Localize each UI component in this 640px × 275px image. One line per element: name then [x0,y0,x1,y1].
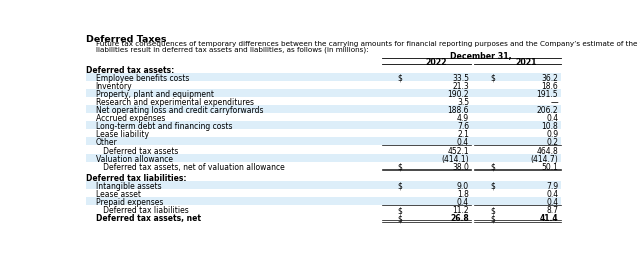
Text: Inventory: Inventory [95,82,132,91]
Text: 26.8: 26.8 [451,214,469,223]
Text: 452.1: 452.1 [447,147,469,156]
Text: (414.7): (414.7) [531,155,558,164]
Text: Deferred tax assets, net of valuation allowance: Deferred tax assets, net of valuation al… [95,163,284,172]
Text: 188.6: 188.6 [447,106,469,115]
Bar [86,197,561,205]
Text: 0.4: 0.4 [546,198,558,207]
Text: $: $ [397,163,403,172]
Bar [86,105,561,113]
Text: liabilities result in deferred tax assets and liabilities, as follows (in millio: liabilities result in deferred tax asset… [95,46,368,53]
Text: 206.2: 206.2 [536,106,558,115]
Text: 8.7: 8.7 [546,206,558,215]
Text: Deferred tax liabilities:: Deferred tax liabilities: [86,174,187,183]
Text: 0.4: 0.4 [546,190,558,199]
Text: Deferred tax assets:: Deferred tax assets: [86,66,175,75]
Bar [86,181,561,189]
Text: Other: Other [95,139,117,147]
Text: Future tax consequences of temporary differences between the carrying amounts fo: Future tax consequences of temporary dif… [95,42,640,48]
Text: 7.6: 7.6 [457,122,469,131]
Text: 21.3: 21.3 [452,82,469,91]
Text: 4.9: 4.9 [457,114,469,123]
Text: December 31,: December 31, [451,52,512,61]
Text: $: $ [491,163,495,172]
Text: 2.1: 2.1 [457,130,469,139]
Text: $: $ [397,206,403,215]
Text: 10.8: 10.8 [541,122,558,131]
Bar [86,153,561,162]
Text: 18.6: 18.6 [541,82,558,91]
Text: Prepaid expenses: Prepaid expenses [95,198,163,207]
Text: Valuation allowance: Valuation allowance [95,155,173,164]
Text: Accrued expenses: Accrued expenses [95,114,165,123]
Text: Research and experimental expenditures: Research and experimental expenditures [95,98,253,107]
Text: Intangible assets: Intangible assets [95,182,161,191]
Text: 0.4: 0.4 [457,198,469,207]
Text: $: $ [491,206,495,215]
Text: 0.4: 0.4 [546,114,558,123]
Text: 33.5: 33.5 [452,74,469,83]
Bar [86,137,561,145]
Text: $: $ [397,74,403,83]
Bar [86,73,561,81]
Text: 191.5: 191.5 [536,90,558,99]
Text: 190.2: 190.2 [447,90,469,99]
Text: Long-term debt and financing costs: Long-term debt and financing costs [95,122,232,131]
Text: 50.1: 50.1 [541,163,558,172]
Text: Net operating loss and credit carryforwards: Net operating loss and credit carryforwa… [95,106,263,115]
Text: 464.8: 464.8 [536,147,558,156]
Text: (414.1): (414.1) [442,155,469,164]
Bar [86,89,561,97]
Bar [86,121,561,129]
Text: Deferred tax liabilities: Deferred tax liabilities [95,206,188,215]
Text: Lease liability: Lease liability [95,130,148,139]
Text: 0.4: 0.4 [457,139,469,147]
Text: $: $ [491,214,495,223]
Text: $: $ [491,74,495,83]
Text: Employee benefits costs: Employee benefits costs [95,74,189,83]
Text: 1.8: 1.8 [457,190,469,199]
Text: 3.5: 3.5 [457,98,469,107]
Text: 41.4: 41.4 [540,214,558,223]
Text: Deferred tax assets: Deferred tax assets [95,147,178,156]
Text: Deferred Taxes: Deferred Taxes [86,35,166,43]
Text: —: — [550,98,558,107]
Text: Property, plant and equipment: Property, plant and equipment [95,90,214,99]
Text: 0.2: 0.2 [546,139,558,147]
Text: Deferred tax assets, net: Deferred tax assets, net [95,214,200,223]
Text: 2022: 2022 [426,58,447,67]
Text: 38.0: 38.0 [452,163,469,172]
Text: 36.2: 36.2 [541,74,558,83]
Text: $: $ [397,214,403,223]
Text: 0.9: 0.9 [546,130,558,139]
Text: Lease asset: Lease asset [95,190,141,199]
Text: $: $ [491,182,495,191]
Text: 11.2: 11.2 [452,206,469,215]
Text: 2021: 2021 [515,58,536,67]
Text: 9.0: 9.0 [457,182,469,191]
Text: $: $ [397,182,403,191]
Text: 7.9: 7.9 [546,182,558,191]
